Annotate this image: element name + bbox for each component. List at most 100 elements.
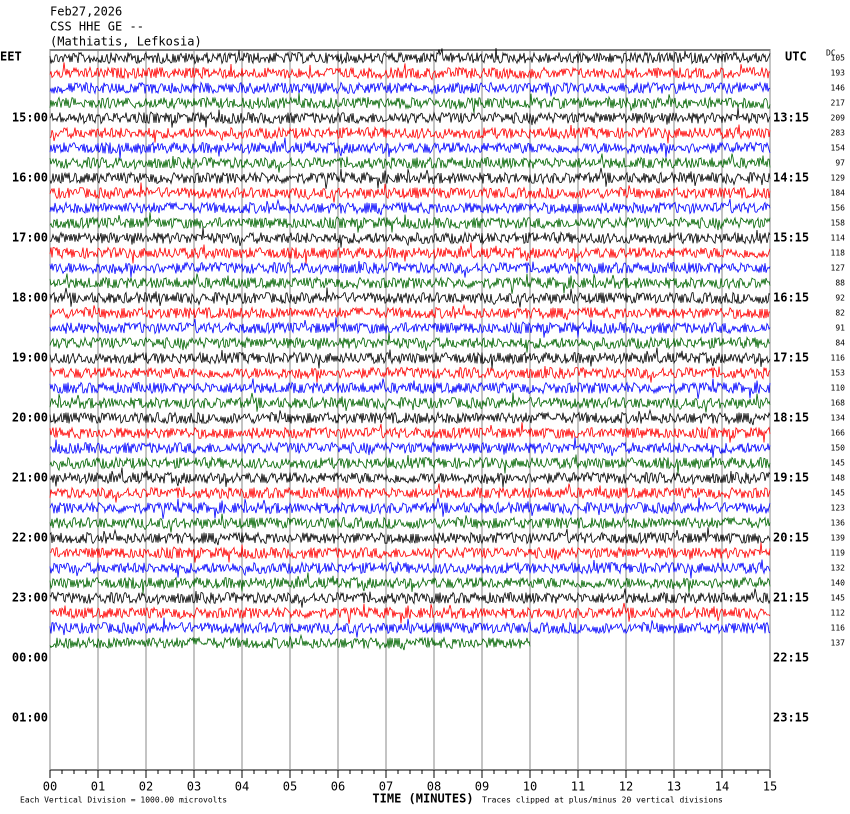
dc-value: 110 [831,384,846,393]
date: Feb27,2026 [50,5,122,19]
x-tick-label: 09 [475,780,489,794]
left-time: 21:00 [12,471,48,485]
left-time: 20:00 [12,411,48,425]
dc-value: 136 [831,519,846,528]
trace [49,347,771,369]
dc-value: 145 [831,489,846,498]
dc-value: 148 [831,474,846,483]
left-time: 00:00 [12,651,48,665]
right-time: 13:15 [773,111,809,125]
dc-value: 137 [831,639,846,648]
left-label: EET [0,50,22,64]
dc-value: 154 [831,144,846,153]
dc-value: 145 [831,594,846,603]
trace [49,153,771,173]
right-time: 22:15 [773,651,809,665]
dc-value: 145 [831,459,846,468]
x-tick-label: 06 [331,780,345,794]
trace [49,437,771,458]
dc-value: 139 [831,534,846,543]
trace [49,497,771,519]
dc-value: 158 [831,219,846,228]
trace [49,454,771,474]
right-time: 20:15 [773,531,809,545]
left-time: 22:00 [12,531,48,545]
x-tick-label: 00 [43,780,57,794]
trace [49,408,771,426]
dc-value: 146 [831,84,846,93]
dc-label: DC [826,49,836,58]
trace [49,617,771,638]
dc-value: 92 [835,294,845,303]
left-time: 16:00 [12,171,48,185]
left-time: 17:00 [12,231,48,245]
dc-value: 217 [831,99,846,108]
trace [49,242,771,264]
right-time: 17:15 [773,351,809,365]
dc-value: 82 [835,309,845,318]
trace [49,365,771,383]
x-tick-label: 13 [667,780,681,794]
trace [49,62,771,81]
x-tick-label: 02 [139,780,153,794]
trace [49,107,771,128]
dc-value: 127 [831,264,846,273]
dc-value: 193 [831,69,846,78]
right-time: 21:15 [773,591,809,605]
left-time: 18:00 [12,291,48,305]
dc-value: 153 [831,369,846,378]
footer-right: Traces clipped at plus/minus 20 vertical… [482,796,723,805]
x-tick-label: 10 [523,780,537,794]
trace [49,392,771,413]
dc-value: 91 [835,324,845,333]
dc-value: 134 [831,414,846,423]
dc-value: 283 [831,129,846,138]
location: (Mathiatis, Lefkosia) [50,35,202,49]
dc-value: 116 [831,354,846,363]
trace [49,198,771,216]
dc-value: 150 [831,444,846,453]
trace [49,92,771,113]
trace [49,137,771,159]
right-time: 16:15 [773,291,809,305]
trace [49,47,771,65]
dc-value: 140 [831,579,846,588]
trace [49,317,771,338]
dc-value: 166 [831,429,846,438]
right-time: 23:15 [773,711,809,725]
trace [49,303,770,321]
trace [49,287,771,308]
dc-value: 209 [831,114,846,123]
dc-value: 184 [831,189,846,198]
dc-value: 118 [831,249,846,258]
dc-value: 97 [835,159,845,168]
x-title: TIME (MINUTES) [372,792,473,806]
left-time: 01:00 [12,711,48,725]
footer-left: Each Vertical Division = 1000.00 microvo… [20,796,227,805]
trace [49,422,771,443]
dc-value: 112 [831,609,846,618]
trace [49,378,771,399]
right-time: 19:15 [773,471,809,485]
trace [49,332,771,353]
trace [49,588,771,608]
dc-value: 84 [835,339,845,348]
trace [49,167,771,189]
trace [49,124,771,144]
trace [49,633,531,651]
trace [49,513,771,533]
x-tick-label: 01 [91,780,105,794]
x-tick-label: 03 [187,780,201,794]
trace [49,559,771,579]
dc-value: 123 [831,504,846,513]
dc-value: 88 [835,279,845,288]
left-time: 23:00 [12,591,48,605]
dc-value: 119 [831,549,846,558]
right-label: UTC [785,50,807,64]
trace [49,260,771,278]
trace [49,81,771,97]
trace [49,572,771,594]
x-tick-label: 08 [427,780,441,794]
x-tick-label: 14 [715,780,729,794]
